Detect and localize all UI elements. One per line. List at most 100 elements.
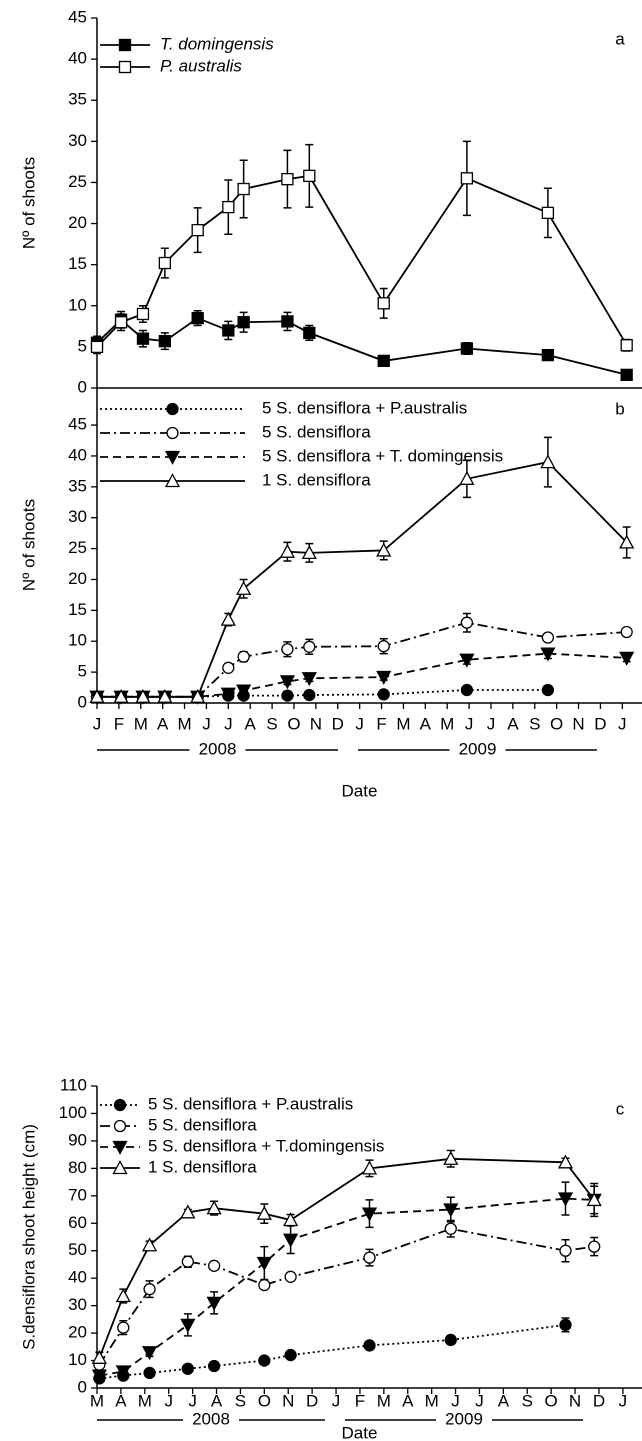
x-tick-label: M: [138, 1391, 152, 1410]
marker: [444, 1333, 457, 1347]
x-tick-label: A: [245, 714, 257, 733]
marker: [541, 683, 555, 697]
y-tick-label: 0: [78, 1377, 87, 1396]
x-tick-label: M: [134, 714, 148, 733]
y-tick-label: 110: [60, 1075, 87, 1094]
x-tick-label: N: [282, 1391, 294, 1410]
legend-marker: [118, 38, 132, 52]
x-tick-label: O: [550, 714, 563, 733]
marker: [181, 1362, 194, 1375]
marker: [222, 661, 235, 674]
legend-marker: [118, 60, 132, 74]
y-tick-label: 100: [59, 1103, 87, 1122]
marker: [141, 1346, 158, 1361]
marker: [157, 688, 173, 703]
marker: [301, 672, 317, 687]
legend-marker: [113, 1119, 127, 1133]
x-tick-label: J: [202, 714, 211, 733]
x-tick-label: A: [157, 714, 169, 733]
y-tick-label: 20: [68, 1323, 87, 1342]
y-tick-label: 35: [68, 90, 87, 109]
legend-label: 5 S. densiflora: [148, 1115, 257, 1134]
marker: [136, 332, 150, 345]
series-line: [99, 1324, 566, 1380]
year-label: 2008: [192, 1409, 230, 1428]
marker: [236, 580, 252, 595]
marker: [557, 1192, 574, 1207]
marker: [180, 1318, 196, 1333]
x-tick-label: J: [465, 714, 474, 733]
marker: [141, 1237, 158, 1252]
panel-label: c: [616, 1099, 625, 1118]
marker: [460, 342, 474, 355]
marker: [460, 683, 474, 697]
marker: [283, 1233, 299, 1248]
legend-label: 1 S. densiflora: [148, 1157, 257, 1176]
y-tick-label: 0: [78, 692, 87, 711]
y-tick-label: 30: [68, 1295, 87, 1314]
marker: [620, 625, 633, 639]
x-axis-label: Date: [342, 1423, 378, 1441]
marker: [619, 534, 635, 549]
y-tick-label: 20: [68, 213, 87, 232]
y-axis-label: S.densiflora shoot height (cm): [19, 1124, 38, 1350]
x-tick-label: S: [235, 1391, 246, 1410]
panel-label: b: [615, 399, 624, 418]
x-tick-label: D: [332, 714, 344, 733]
y-tick-label: 45: [68, 415, 87, 434]
marker: [377, 640, 390, 653]
marker: [180, 1204, 196, 1219]
marker: [361, 1207, 378, 1222]
marker: [256, 1256, 272, 1271]
series-line: [97, 461, 628, 698]
marker: [620, 339, 633, 352]
y-tick-label: 60: [68, 1213, 87, 1232]
marker: [220, 687, 236, 702]
x-tick-label: F: [376, 714, 386, 733]
marker: [91, 1349, 107, 1364]
x-tick-label: M: [90, 1391, 104, 1410]
marker: [90, 340, 104, 354]
x-tick-label: A: [211, 1391, 223, 1410]
series-line: [96, 317, 627, 376]
legend-label: 5 S. densiflora + P.australis: [262, 398, 467, 417]
y-tick-label: 15: [68, 254, 87, 273]
y-tick-label: 10: [68, 295, 87, 314]
x-tick-label: J: [188, 1391, 197, 1410]
legend-label: 1 S. densiflora: [262, 470, 371, 489]
x-tick-label: A: [420, 714, 432, 733]
x-tick-label: J: [619, 1391, 628, 1410]
marker: [191, 223, 204, 237]
legend-marker: [164, 450, 181, 465]
x-tick-label: S: [529, 714, 540, 733]
marker: [541, 206, 555, 220]
y-tick-label: 30: [68, 507, 87, 526]
legend-label: 5 S. densiflora: [262, 422, 371, 441]
marker: [586, 1192, 602, 1207]
legend-marker: [112, 1140, 128, 1155]
marker: [206, 1200, 222, 1215]
marker: [281, 173, 294, 186]
marker: [443, 1203, 459, 1218]
marker: [284, 1270, 297, 1283]
x-tick-label: S: [522, 1391, 533, 1410]
marker: [258, 1278, 271, 1292]
x-tick-label: J: [332, 1391, 341, 1410]
x-tick-label: O: [545, 1391, 558, 1410]
marker: [113, 688, 129, 703]
x-tick-label: M: [440, 714, 454, 733]
x-tick-label: D: [306, 1391, 318, 1410]
x-tick-label: M: [396, 714, 410, 733]
x-tick-label: N: [310, 714, 322, 733]
marker: [117, 1321, 130, 1334]
y-tick-label: 45: [68, 7, 87, 26]
marker: [620, 368, 633, 381]
legend-marker: [112, 1160, 128, 1175]
marker: [181, 1255, 194, 1268]
y-axis-label: Nº of shoots: [19, 157, 38, 249]
legend-label: T. domingensis: [160, 34, 274, 53]
marker: [279, 675, 296, 690]
y-tick-label: 40: [68, 1268, 87, 1287]
marker: [303, 688, 316, 702]
